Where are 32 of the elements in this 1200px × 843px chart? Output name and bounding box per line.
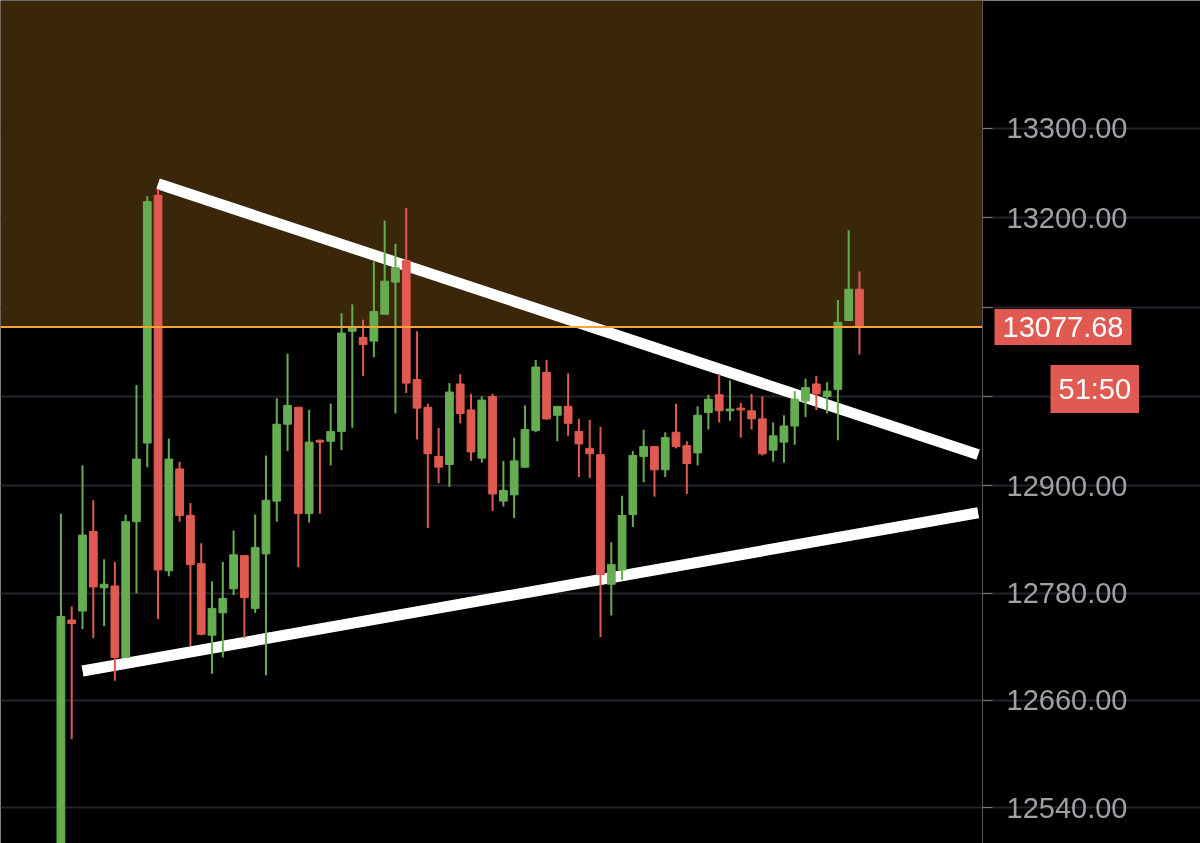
candlestick bbox=[714, 373, 724, 424]
candlestick bbox=[650, 445, 659, 498]
candlestick bbox=[725, 379, 735, 422]
candlestick bbox=[358, 318, 368, 377]
candlestick bbox=[747, 392, 756, 431]
candlestick bbox=[574, 417, 584, 478]
candlestick bbox=[822, 381, 832, 415]
y-tick-label: 12900.00 bbox=[1006, 469, 1128, 502]
ref-line-label: 13077.68 bbox=[1002, 311, 1124, 344]
text: 51:50 bbox=[1058, 373, 1132, 406]
candlestick bbox=[99, 558, 109, 628]
candlestick bbox=[552, 405, 562, 443]
candlestick bbox=[498, 459, 508, 508]
y-tick-label: 12540.00 bbox=[1006, 791, 1128, 824]
candlestick bbox=[283, 352, 292, 453]
candlestick bbox=[67, 605, 77, 740]
candlestick bbox=[585, 418, 595, 479]
y-tick-label: 13200.00 bbox=[1006, 201, 1128, 234]
candlestick bbox=[434, 426, 444, 485]
y-tick-label: 13300.00 bbox=[1006, 112, 1128, 145]
candlestick bbox=[704, 393, 713, 431]
candlestick bbox=[391, 242, 400, 415]
candlestick bbox=[811, 374, 821, 411]
candlestick bbox=[563, 372, 573, 437]
candlestick bbox=[736, 401, 746, 439]
candlestick bbox=[326, 402, 336, 467]
candlestick bbox=[801, 377, 810, 419]
candlestick bbox=[315, 438, 325, 515]
candlestick bbox=[639, 428, 649, 484]
candlestick bbox=[606, 541, 616, 617]
y-tick-label: 12780.00 bbox=[1006, 577, 1128, 610]
y-tick-label: 12660.00 bbox=[1006, 684, 1128, 717]
